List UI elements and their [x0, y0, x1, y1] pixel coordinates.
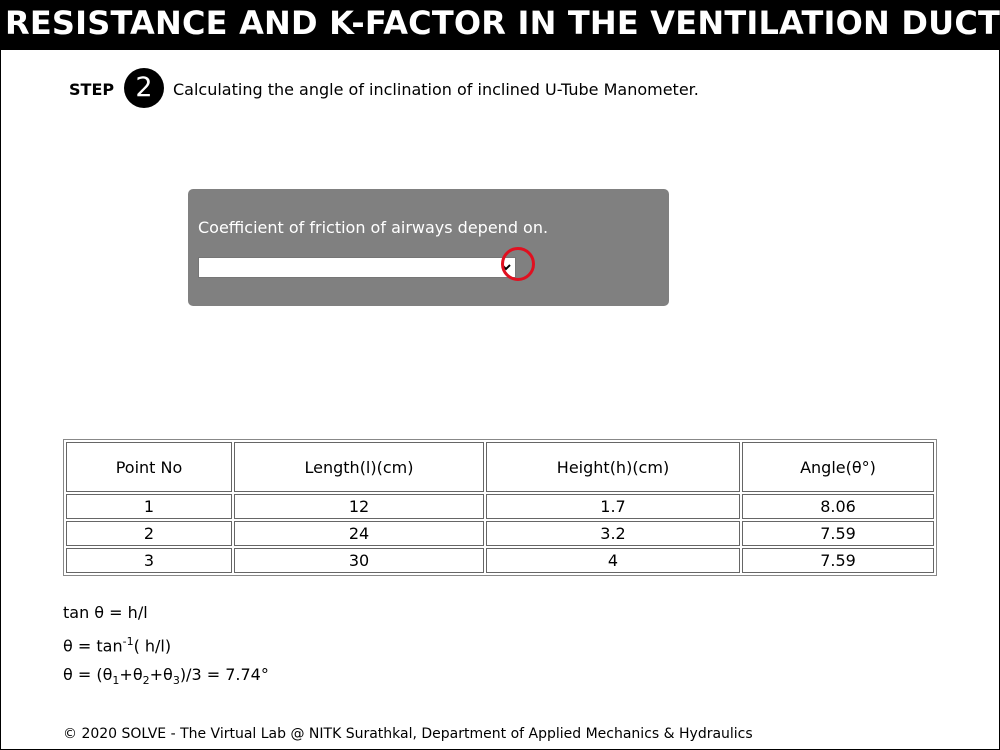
step-label: STEP: [69, 80, 115, 99]
table-cell: 4: [486, 548, 740, 573]
table-row: 1 12 1.7 8.06: [66, 494, 934, 519]
table-cell: 30: [234, 548, 484, 573]
data-table: Point No Length(l)(cm) Height(h)(cm) Ang…: [63, 439, 937, 576]
footer-copyright: © 2020 SOLVE - The Virtual Lab @ NITK Su…: [63, 726, 753, 742]
formula-text: +θ: [149, 665, 173, 685]
formula-average: θ = (θ1+θ2+θ3)/3 = 7.74°: [63, 660, 269, 695]
step-description: Calculating the angle of inclination of …: [173, 80, 699, 99]
formula-text: θ = tan: [63, 636, 123, 656]
formula-arctan: θ = tan-1( h/l): [63, 627, 269, 660]
table-header-row: Point No Length(l)(cm) Height(h)(cm) Ang…: [66, 442, 934, 492]
formula-subscript: 2: [142, 674, 150, 688]
formula-text: +θ: [119, 665, 143, 685]
formula-subscript: 3: [172, 674, 180, 688]
header-height: Height(h)(cm): [486, 442, 740, 492]
formulas: tan θ = h/l θ = tan-1( h/l) θ = (θ1+θ2+θ…: [63, 598, 269, 696]
page-title: RESISTANCE AND K-FACTOR IN THE VENTILATI…: [5, 4, 1000, 42]
table-cell: 12: [234, 494, 484, 519]
quiz-box: Coefficient of friction of airways depen…: [188, 189, 669, 306]
title-bar: RESISTANCE AND K-FACTOR IN THE VENTILATI…: [0, 0, 1000, 50]
formula-superscript: -1: [122, 635, 134, 648]
quiz-question: Coefficient of friction of airways depen…: [198, 218, 549, 237]
table-cell: 3.2: [486, 521, 740, 546]
table-row: 2 24 3.2 7.59: [66, 521, 934, 546]
highlight-circle: [501, 247, 535, 281]
formula-text: ( h/l): [133, 636, 172, 656]
header-point-no: Point No: [66, 442, 232, 492]
formula-text: θ = (θ: [63, 665, 113, 685]
table-cell: 7.59: [742, 521, 934, 546]
table-cell: 1: [66, 494, 232, 519]
table-cell: 2: [66, 521, 232, 546]
header-angle: Angle(θ°): [742, 442, 934, 492]
table-cell: 7.59: [742, 548, 934, 573]
header-length: Length(l)(cm): [234, 442, 484, 492]
formula-tan: tan θ = h/l: [63, 603, 148, 622]
table-cell: 24: [234, 521, 484, 546]
step-number-badge: 2: [124, 68, 164, 108]
table-row: 3 30 4 7.59: [66, 548, 934, 573]
table-cell: 3: [66, 548, 232, 573]
table-cell: 8.06: [742, 494, 934, 519]
table-cell: 1.7: [486, 494, 740, 519]
formula-text: )/3 = 7.74°: [179, 665, 269, 685]
answer-dropdown[interactable]: [198, 257, 516, 278]
formula-subscript: 1: [112, 674, 120, 688]
